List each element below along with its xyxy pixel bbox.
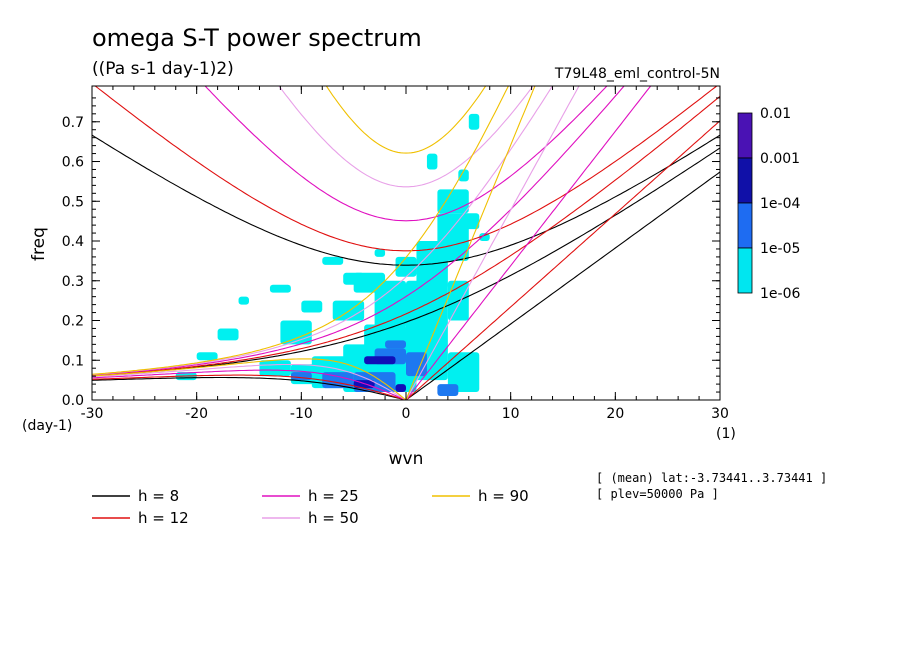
colorbar: 0.01 0.001 1e-04 1e-05 1e-06 <box>737 106 800 302</box>
contour-cell <box>301 300 323 313</box>
contour-cell <box>343 272 365 285</box>
contour-cell <box>374 248 386 257</box>
dispersion-curves <box>92 86 720 400</box>
x-tick-label: 10 <box>502 406 520 422</box>
rossby-wave-curve <box>92 374 407 400</box>
info-latitude: [ (mean) lat:-3.73441..3.73441 ] <box>596 471 827 485</box>
kelvin-wave-curve <box>405 86 652 400</box>
colorbar-label: 1e-05 <box>760 241 800 257</box>
x-tick-label: 30 <box>711 406 729 422</box>
kelvin-wave-curve <box>405 86 536 400</box>
rossby-wave-curve <box>92 358 407 400</box>
contour-cell <box>406 352 427 377</box>
mrg-wave-curve <box>92 95 720 377</box>
rossby-wave-curve <box>92 363 407 400</box>
ig-wave-curve <box>278 86 534 188</box>
contour-cell <box>458 213 480 230</box>
contour-cell <box>259 360 291 377</box>
legend-label: h = 90 <box>478 487 529 505</box>
x-unit-label: (1) <box>716 426 736 442</box>
contour-cell <box>374 280 406 329</box>
colorbar-swatch <box>737 112 753 159</box>
contour-cell <box>395 384 406 393</box>
kelvin-wave-curve <box>405 86 580 400</box>
mrg-wave-curve <box>92 86 554 376</box>
mrg-wave-curve <box>92 86 625 376</box>
kelvin-wave-curve <box>405 120 720 400</box>
colorbar-swatch <box>737 247 753 294</box>
contour-cell <box>437 384 459 397</box>
contour-cell <box>447 352 480 393</box>
contour-cell <box>458 169 469 182</box>
rossby-wave-curve <box>92 376 407 400</box>
y-axis-label: freq <box>29 227 49 261</box>
y-unit-label: (day-1) <box>22 418 72 434</box>
x-tick-label: 20 <box>606 406 624 422</box>
y-tick-label: 0.1 <box>62 353 84 369</box>
x-tick-label: -10 <box>290 406 313 422</box>
y-tick-label: 0.5 <box>62 194 84 210</box>
contour-cell <box>217 328 239 341</box>
contour-cell <box>468 113 480 130</box>
chart-title: omega S-T power spectrum <box>92 24 422 52</box>
ig-wave-curve <box>92 134 720 266</box>
colorbar-label: 0.01 <box>760 106 791 122</box>
x-axis-label: wvn <box>389 449 424 469</box>
y-tick-label: 0.6 <box>62 155 84 171</box>
y-tick-label: 0.3 <box>62 274 84 290</box>
contour-cell <box>238 296 249 305</box>
y-tick-label: 0.2 <box>62 314 84 330</box>
run-name: T79L48_eml_control-5N <box>554 66 720 82</box>
x-tick-label: -30 <box>81 406 104 422</box>
chart-units: ((Pa s-1 day-1)2) <box>92 59 234 79</box>
contour-cell <box>437 189 469 214</box>
colorbar-swatch <box>737 157 753 204</box>
legend-label: h = 25 <box>308 487 359 505</box>
y-tick-label: 0.4 <box>62 234 84 250</box>
ig-wave-curve <box>204 86 608 222</box>
contour-cell <box>426 153 438 170</box>
info-plev: [ plev=50000 Pa ] <box>596 487 719 501</box>
contour-cell <box>269 284 291 293</box>
ig-wave-curve <box>325 86 487 154</box>
colorbar-label: 0.001 <box>760 151 800 167</box>
axes: -30 -20 -10 0 10 20 30 0.0 0.1 0.2 0.3 0.4 0.5 0.6 0.7 <box>62 86 729 422</box>
contour-cell <box>479 233 490 242</box>
x-tick-label: -20 <box>185 406 208 422</box>
legend-label: h = 12 <box>138 509 189 527</box>
contour-cell <box>364 356 396 365</box>
legend: h = 8 h = 12 h = 25 h = 50 h = 90 <box>92 487 529 527</box>
y-tick-label: 0.7 <box>62 115 84 131</box>
colorbar-swatch <box>737 202 753 249</box>
legend-label: h = 8 <box>138 487 179 505</box>
contour-cell <box>196 352 218 361</box>
colorbar-label: 1e-06 <box>760 286 800 302</box>
colorbar-label: 1e-04 <box>760 196 800 212</box>
rossby-wave-curve <box>92 369 407 400</box>
kelvin-wave-curve <box>405 171 720 400</box>
power-contours <box>175 113 490 397</box>
y-tick-label: 0.0 <box>62 393 84 409</box>
mrg-wave-curve <box>92 86 510 375</box>
contour-cell <box>385 340 406 349</box>
x-tick-label: 0 <box>402 406 411 422</box>
contour-cell <box>322 256 344 265</box>
ig-wave-curve <box>94 86 718 252</box>
legend-label: h = 50 <box>308 509 359 527</box>
